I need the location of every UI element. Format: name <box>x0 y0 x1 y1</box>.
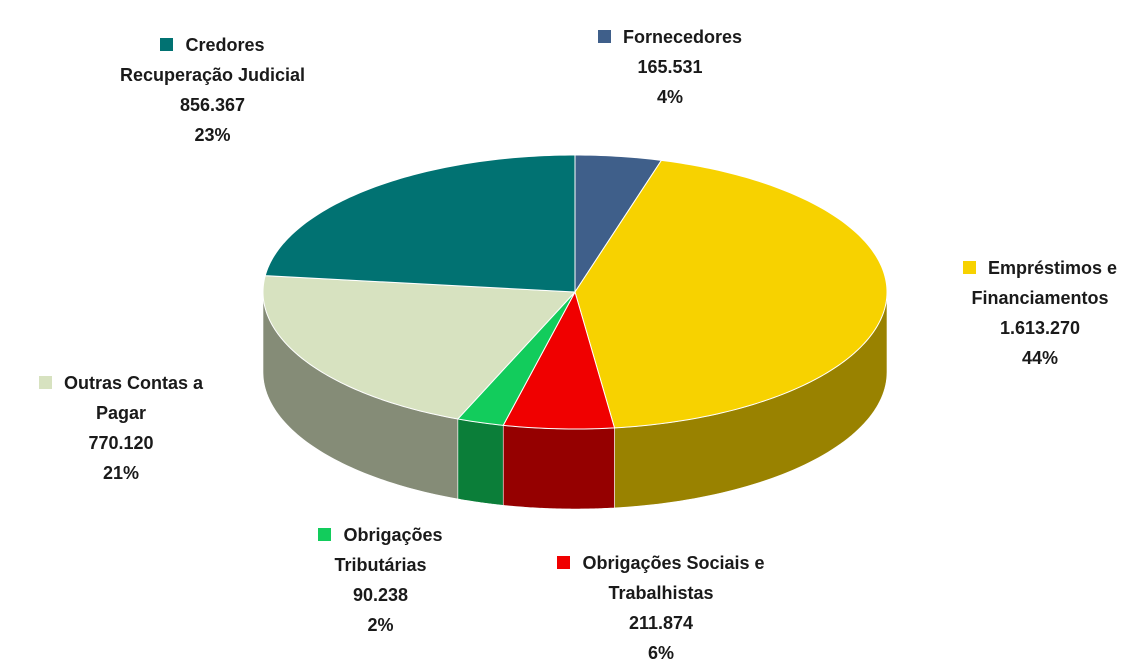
percent-label: 2% <box>367 615 394 635</box>
legend-marker <box>962 261 976 274</box>
slice <box>574 159 888 429</box>
legend-marker <box>160 38 174 51</box>
legend-entry: Obrigações Sociais e Trabalhistas <box>530 548 792 608</box>
slice-side <box>457 418 504 506</box>
slice <box>456 291 576 426</box>
value-label: 1.613.270 <box>999 318 1081 338</box>
value-label: 770.120 <box>88 433 154 453</box>
category-name: Obrigações Tributárias <box>334 525 443 575</box>
legend-entry: Obrigações Tributárias <box>298 520 463 580</box>
percent-label: 4% <box>656 87 683 107</box>
slice-side <box>502 424 615 510</box>
slice <box>574 154 663 294</box>
slice <box>262 275 577 420</box>
data-label: Obrigações Tributárias 90.238 2% <box>298 520 463 640</box>
value-label: 165.531 <box>637 57 703 77</box>
legend-entry: Fornecedores <box>530 22 810 52</box>
data-label: Obrigações Sociais e Trabalhistas 211.874… <box>530 548 792 668</box>
legend-marker <box>38 376 52 389</box>
slice <box>502 290 616 430</box>
data-label: Empréstimos e Financiamentos 1.613.270 44% <box>940 253 1140 373</box>
category-name: Outras Contas a Pagar <box>63 373 204 423</box>
category-name: Obrigações Sociais e Trabalhistas <box>582 553 765 603</box>
data-label: Credores Recuperação Judicial 856.367 23% <box>105 30 320 150</box>
value-label: 211.874 <box>628 613 694 633</box>
legend-entry: Outras Contas a Pagar <box>12 368 230 428</box>
slice <box>264 154 576 293</box>
legend-marker <box>557 556 571 569</box>
percent-label: 23% <box>194 125 231 145</box>
legend-entry: Credores Recuperação Judicial <box>105 30 320 90</box>
value-label: 856.367 <box>179 95 246 115</box>
legend-entry: Empréstimos e Financiamentos <box>940 253 1140 313</box>
percent-label: 6% <box>647 643 674 663</box>
percent-label: 21% <box>102 463 140 483</box>
percent-label: 44% <box>1021 348 1059 368</box>
legend-marker <box>318 528 332 541</box>
data-label: Fornecedores 165.531 4% <box>530 22 810 112</box>
data-label: Outras Contas a Pagar 770.120 21% <box>12 368 230 488</box>
category-name: Credores Recuperação Judicial <box>119 35 306 85</box>
category-name: Fornecedores <box>622 27 743 47</box>
value-label: 90.238 <box>352 585 409 605</box>
category-name: Empréstimos e Financiamentos <box>971 258 1118 308</box>
legend-marker <box>597 30 611 43</box>
